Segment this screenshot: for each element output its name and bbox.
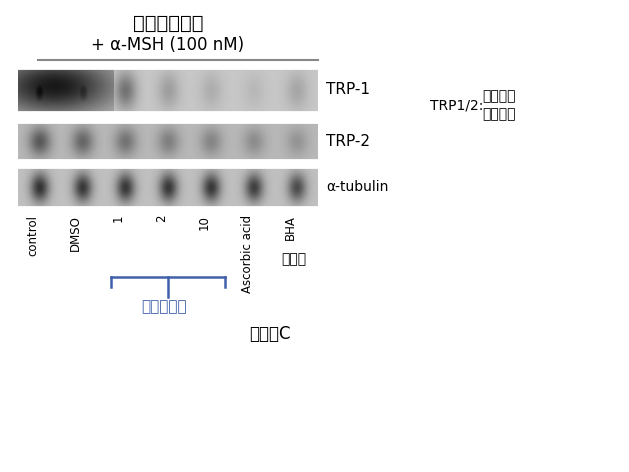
Text: 水楊酸: 水楊酸 [282,252,307,266]
Text: + α-MSH (100 nM): + α-MSH (100 nM) [91,36,245,54]
Text: TRP-2: TRP-2 [326,134,370,149]
Text: 2: 2 [155,215,168,222]
Text: Ascorbic acid: Ascorbic acid [241,215,253,293]
Text: BHA: BHA [284,215,296,240]
Text: 相關蛋白: 相關蛋白 [482,108,516,121]
Text: TRP1/2:: TRP1/2: [430,99,483,112]
Text: 酬氨酸酶: 酬氨酸酶 [482,90,516,103]
Text: DMSO: DMSO [69,215,82,251]
Text: 維生素C: 維生素C [249,325,291,343]
Text: 黑色素刺激素: 黑色素刺激素 [133,14,203,33]
Text: 1: 1 [112,215,125,222]
Text: 芒類化合物: 芒類化合物 [141,299,187,314]
Text: α-tubulin: α-tubulin [326,180,388,194]
Text: control: control [26,215,40,256]
Text: TRP-1: TRP-1 [326,83,370,98]
Text: 10: 10 [198,215,211,230]
